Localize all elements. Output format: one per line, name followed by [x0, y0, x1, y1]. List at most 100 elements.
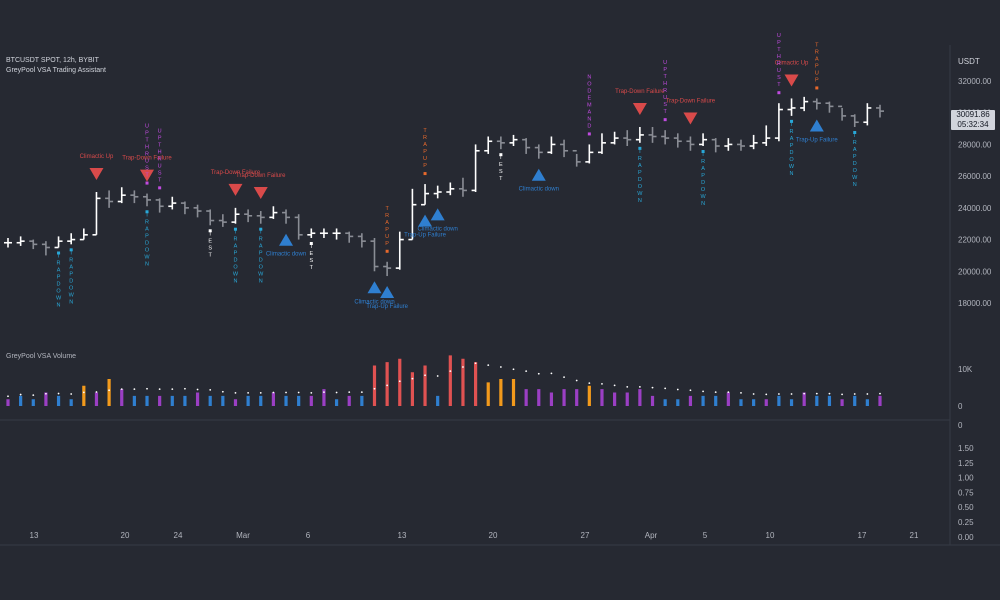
volume-ma-dot — [108, 389, 111, 392]
trapdown-marker-char: W — [789, 164, 795, 170]
trapdown-marker-char: W — [637, 191, 643, 197]
upthrust-marker-char: H — [158, 149, 162, 155]
trapdown-marker-char: N — [69, 299, 73, 305]
volume-ma-dot — [323, 391, 325, 394]
volume-bar — [840, 399, 844, 406]
upthrust-marker-char: P — [777, 40, 781, 46]
trapdown-marker-dot — [701, 150, 705, 154]
upthrust-marker-char: T — [663, 109, 667, 115]
trapdown-marker-char: N — [233, 279, 237, 285]
signal-label: Climactic Up — [80, 154, 114, 160]
trapdown-marker-char: T — [701, 152, 705, 158]
volume-bar — [183, 395, 187, 406]
trapdown-marker-char: N — [790, 171, 794, 177]
upthrust-marker-char: P — [663, 67, 667, 73]
trapup-marker-char: P — [815, 77, 819, 83]
volume-bar — [170, 395, 174, 406]
volume-ma-dot — [247, 391, 250, 394]
trapdown-marker-char: P — [145, 233, 149, 239]
signal-label: Trap-Down Failure — [615, 89, 665, 95]
volume-bar — [297, 395, 301, 406]
upthrust-marker-char: T — [145, 173, 149, 179]
volume-bar — [309, 395, 313, 406]
signal-label: Trap-Down Failure — [211, 170, 261, 176]
volume-ma-dot — [714, 391, 717, 394]
upthrust-marker-dot — [158, 186, 162, 190]
volume-bar — [878, 395, 882, 406]
sell-signal-icon — [140, 169, 155, 182]
trapdown-marker-char: A — [69, 264, 73, 270]
nodemand-marker-char: D — [587, 123, 591, 129]
trapdown-marker-char: D — [69, 278, 73, 284]
sell-signal-icon — [784, 74, 799, 87]
trapdown-marker-char: R — [638, 156, 642, 162]
trapdown-marker-char: N — [57, 303, 61, 309]
volume-bar — [31, 399, 35, 406]
trapdown-marker-dot — [259, 227, 263, 231]
upthrust-marker-char: U — [158, 163, 162, 169]
trapdown-marker-char: T — [57, 254, 61, 260]
buy-signal-icon — [367, 281, 382, 294]
volume-ma-dot — [335, 391, 338, 394]
volume-bar — [587, 385, 591, 406]
buy-signal-icon — [279, 233, 294, 246]
volume-bar — [739, 399, 743, 406]
volume-ma-dot — [221, 390, 224, 393]
volume-ma-dot — [879, 392, 881, 395]
test-marker-char: S — [309, 258, 313, 264]
test-marker-char: E — [208, 238, 212, 244]
volume-bar — [448, 355, 452, 406]
volume-ma-dot — [348, 391, 351, 394]
axis-unit-label: USDT — [958, 57, 980, 66]
trapdown-marker-char: P — [69, 271, 73, 277]
lower-tick: 0.50 — [958, 503, 974, 512]
upthrust-marker-char: T — [777, 82, 781, 88]
signal-label: Climactic down — [519, 187, 559, 193]
trapdown-marker-dot — [853, 130, 857, 134]
volume-bar — [208, 395, 212, 406]
trapdown-marker-dot — [57, 251, 61, 255]
trapdown-marker-char: W — [852, 175, 858, 181]
test-marker-char: T — [209, 252, 213, 258]
trapdown-marker-char: P — [790, 143, 794, 149]
volume-bar — [44, 392, 48, 406]
buy-signal-icon — [380, 286, 395, 299]
signal-label: Climactic Up — [775, 60, 809, 66]
test-marker-char: E — [309, 251, 313, 257]
upthrust-marker-char: U — [145, 124, 149, 130]
volume-tick: 0 — [958, 402, 963, 411]
lower-tick: 1.50 — [958, 444, 974, 453]
trapdown-marker-char: P — [701, 173, 705, 179]
signal-label: Trap-Down Failure — [122, 156, 172, 162]
nodemand-marker-char: O — [587, 81, 592, 87]
trapup-marker-char: R — [385, 213, 389, 219]
price-tick: 20000.00 — [958, 267, 992, 276]
volume-ma-dot — [360, 391, 363, 394]
trapup-marker-char: A — [423, 142, 427, 148]
volume-bar — [789, 399, 794, 406]
date-tick: 10 — [766, 531, 775, 540]
volume-ma-dot — [689, 389, 692, 392]
test-marker-char: S — [499, 169, 503, 175]
signal-label: Trap-Down Failure — [236, 173, 286, 179]
signal-label: Trap-Up Failure — [404, 233, 446, 239]
trapdown-marker-char: R — [790, 129, 794, 135]
volume-bar — [524, 389, 528, 406]
trapup-marker-dot — [385, 249, 389, 253]
volume-ma-dot — [676, 388, 679, 391]
trapdown-marker-char: D — [233, 258, 237, 264]
trapdown-marker-char: D — [259, 258, 263, 264]
upthrust-marker-char: U — [663, 60, 667, 66]
volume-ma-dot — [815, 392, 818, 395]
trapdown-marker-char: D — [853, 161, 857, 167]
trapdown-marker-char: P — [234, 251, 238, 257]
trapdown-marker-char: R — [853, 140, 857, 146]
volume-ma-dot — [297, 391, 300, 394]
volume-bar — [107, 379, 111, 406]
signal-label: Trap-Up Failure — [366, 304, 408, 310]
volume-ma-dot — [398, 380, 401, 383]
volume-bar — [158, 395, 162, 406]
trapdown-marker-char: A — [853, 147, 857, 153]
trapdown-marker-char: W — [258, 272, 264, 278]
